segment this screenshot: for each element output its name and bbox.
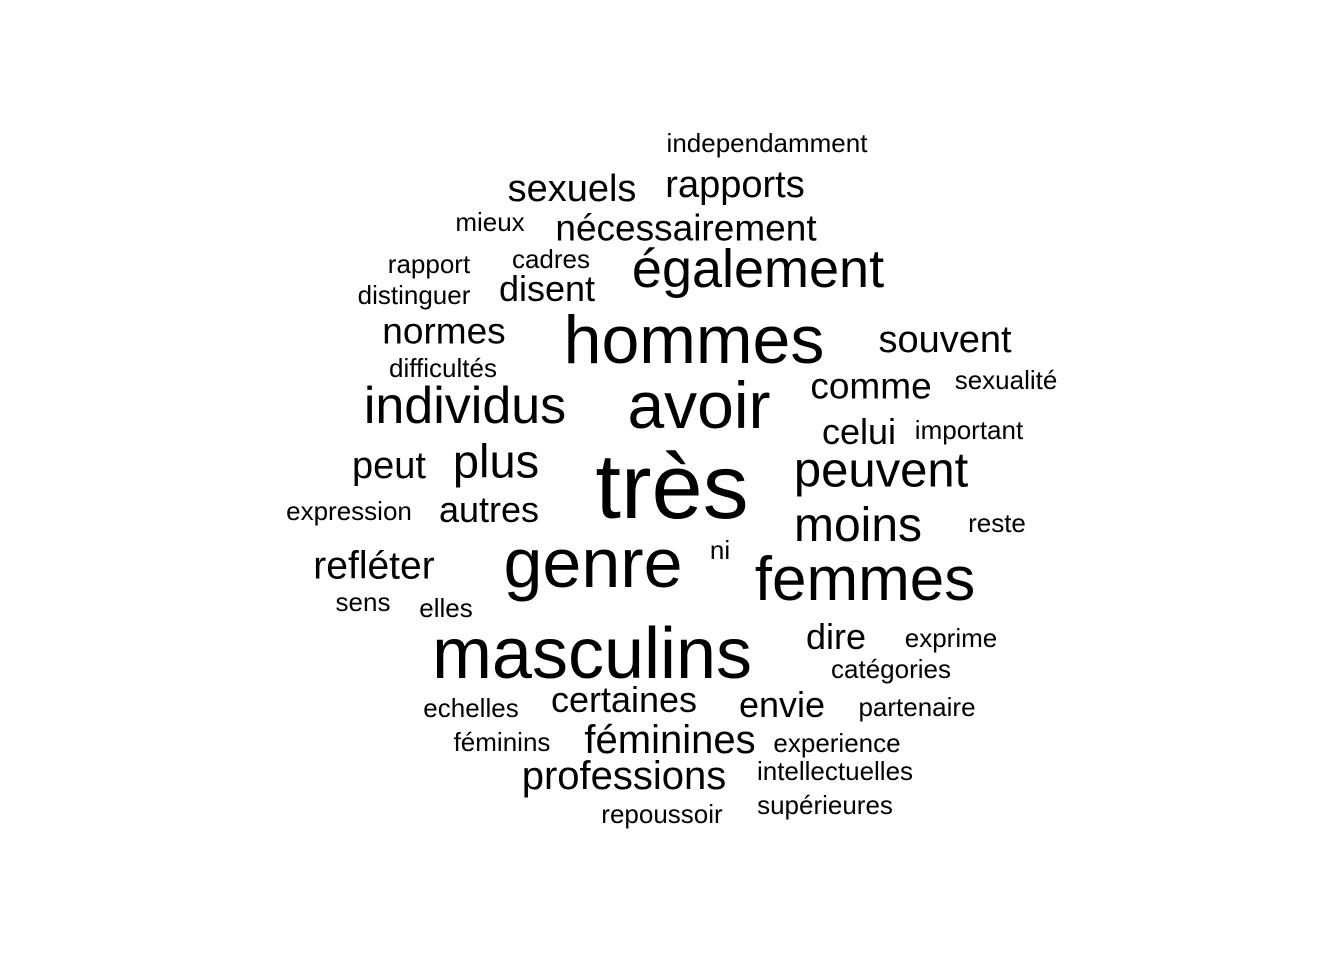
word-refleter: refléter [313,544,435,588]
word-masculins: masculins [431,614,753,694]
word-genre: genre [503,524,683,602]
word-expression: expression [286,496,412,526]
word-dire: dire [805,616,867,657]
word-hommes: hommes [563,302,825,378]
word-echelles: echelles [423,693,519,723]
word-autres: autres [438,489,540,530]
word-intellectuelles: intellectuelles [756,756,914,786]
word-plus: plus [452,434,540,488]
word-elles: elles [419,593,473,623]
word-difficultes: difficultés [389,353,497,383]
word-celui: celui [821,411,897,452]
word-superieures: supérieures [757,790,893,820]
word-comme: comme [810,365,932,407]
word-tres: très [595,436,749,538]
word-sexualite: sexualité [954,365,1058,395]
word-normes: normes [382,310,506,352]
word-souvent: souvent [878,319,1012,361]
word-peut: peut [352,445,426,487]
word-independamment: independamment [666,128,868,158]
word-experience: experience [773,728,901,758]
word-professions: professions [521,754,727,798]
word-disent: disent [498,268,596,309]
word-egalement: également [631,239,885,299]
word-envie: envie [738,684,826,725]
word-moins: moins [793,499,923,552]
word-peuvent: peuvent [793,443,969,498]
word-certaines: certaines [550,679,698,720]
word-ni: ni [709,535,731,565]
word-feminins: féminins [453,727,551,757]
word-necessairement: nécessairement [555,207,817,249]
word-sexuels: sexuels [507,168,637,210]
word-rapport: rapport [387,249,471,279]
word-exprime: exprime [904,623,998,653]
word-partenaire: partenaire [858,692,976,722]
word-rapports: rapports [665,164,805,206]
word-mieux: mieux [455,207,525,237]
word-feminines: féminines [584,718,756,762]
word-important: important [914,415,1024,445]
word-distinguer: distinguer [357,280,471,310]
word-cadres: cadres [511,244,591,274]
word-repoussoir: repoussoir [601,799,723,829]
word-avoir: avoir [627,368,771,442]
word-reste: reste [968,508,1026,538]
word-categories: catégories [831,654,951,684]
word-sens: sens [335,587,391,617]
word-femmes: femmes [754,545,976,614]
word-individus: individus [363,377,567,435]
